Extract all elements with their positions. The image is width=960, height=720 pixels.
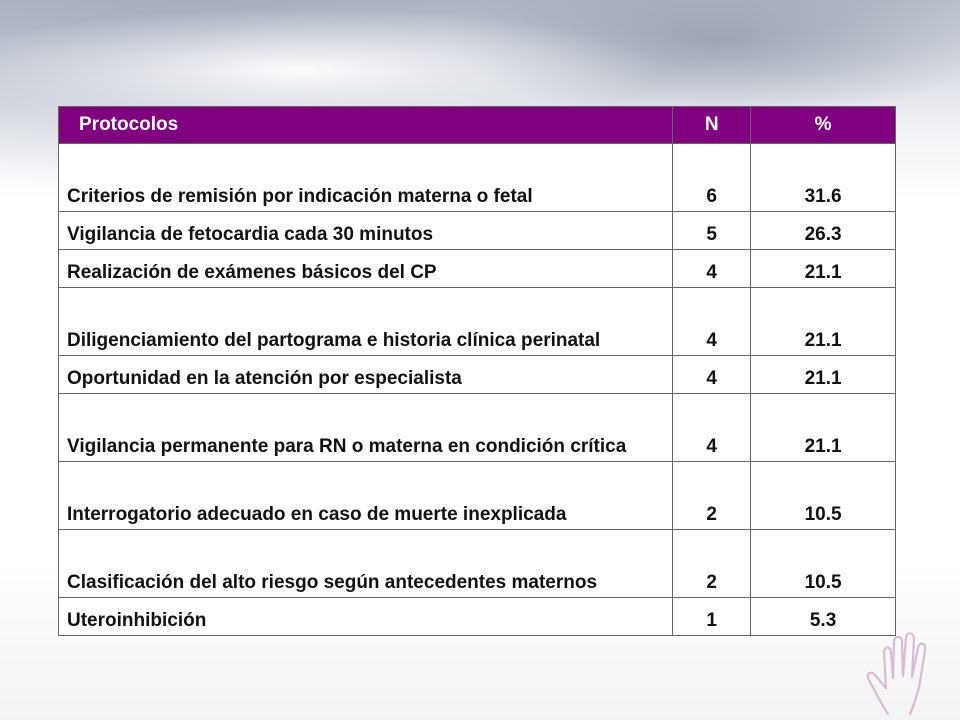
- row-label: Vigilancia permanente para RN o materna …: [57, 393, 674, 462]
- table-row: Criterios de remisión por indicación mat…: [57, 143, 896, 212]
- table-row: Vigilancia de fetocardia cada 30 minutos…: [57, 211, 896, 250]
- row-n: 4: [672, 287, 752, 356]
- row-label: Oportunidad en la atención por especiali…: [57, 355, 674, 394]
- row-n: 2: [672, 529, 752, 598]
- row-label: Vigilancia de fetocardia cada 30 minutos: [57, 211, 674, 250]
- row-percent: 5.3: [750, 597, 896, 636]
- row-n: 5: [672, 211, 752, 250]
- table-header-row: Protocolos N %: [57, 106, 896, 144]
- row-n: 6: [672, 143, 752, 212]
- row-percent: 10.5: [750, 529, 896, 598]
- table-row: Realización de exámenes básicos del CP 4…: [57, 249, 896, 288]
- header-protocolos: Protocolos: [57, 106, 674, 144]
- row-n: 4: [672, 355, 752, 394]
- table-row: Oportunidad en la atención por especiali…: [57, 355, 896, 394]
- row-label: Interrogatorio adecuado en caso de muert…: [57, 461, 674, 530]
- hand-outline-icon: [866, 632, 927, 716]
- row-label: Clasificación del alto riesgo según ante…: [57, 529, 674, 598]
- row-label: Uteroinhibición: [57, 597, 674, 636]
- table-row: Vigilancia permanente para RN o materna …: [57, 393, 896, 462]
- row-percent: 10.5: [750, 461, 896, 530]
- row-n: 2: [672, 461, 752, 530]
- row-label: Diligenciamiento del partograma e histor…: [57, 287, 674, 356]
- table-row: Uteroinhibición 1 5.3: [57, 597, 896, 636]
- row-percent: 21.1: [750, 355, 896, 394]
- row-label: Criterios de remisión por indicación mat…: [57, 143, 674, 212]
- row-percent: 31.6: [750, 143, 896, 212]
- row-percent: 21.1: [750, 393, 896, 462]
- row-label: Realización de exámenes básicos del CP: [57, 249, 674, 288]
- table-row: Clasificación del alto riesgo según ante…: [57, 529, 896, 598]
- table-row: Interrogatorio adecuado en caso de muert…: [57, 461, 896, 530]
- row-percent: 21.1: [750, 287, 896, 356]
- row-n: 4: [672, 393, 752, 462]
- header-percent: %: [750, 106, 896, 144]
- protocols-table: Protocolos N % Criterios de remisión por…: [57, 106, 896, 636]
- header-n: N: [672, 106, 752, 144]
- row-n: 1: [672, 597, 752, 636]
- row-percent: 21.1: [750, 249, 896, 288]
- row-n: 4: [672, 249, 752, 288]
- row-percent: 26.3: [750, 211, 896, 250]
- table-row: Diligenciamiento del partograma e histor…: [57, 287, 896, 356]
